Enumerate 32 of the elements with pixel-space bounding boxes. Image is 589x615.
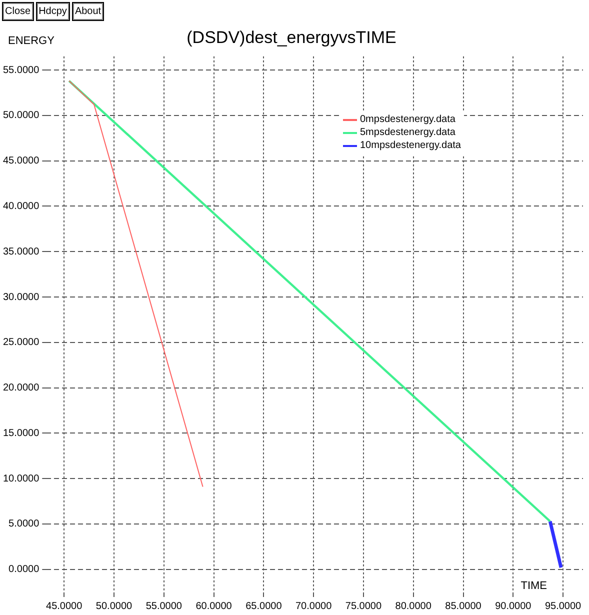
x-tick-label: 65.0000	[246, 600, 282, 612]
toolbar-button: Hdcpy	[36, 2, 70, 21]
x-tick-label: 55.0000	[146, 600, 182, 612]
x-axis-title: TIME	[520, 580, 547, 592]
x-tick-label: 50.0000	[96, 600, 133, 612]
x-tick-label: 70.0000	[296, 600, 332, 612]
y-tick-label: 45.0000	[2, 156, 40, 167]
legend-label: 0mpsdestenergy.data	[360, 114, 456, 125]
x-tick-label: 90.0000	[495, 600, 532, 612]
y-tick-label: 50.0000	[2, 110, 40, 122]
y-axis-title: ENERGY	[8, 35, 56, 47]
x-tick-label: 45.0000	[46, 600, 83, 612]
y-tick-label: 55.0000	[2, 64, 40, 76]
x-tick-label: 80.0000	[395, 600, 432, 612]
chart-title: (DSDV)dest_energyvsTIME	[186, 28, 396, 47]
y-tick-label: 15.0000	[2, 428, 40, 439]
y-tick-label: 5.0000	[8, 518, 40, 530]
toolbar-button: About	[72, 2, 104, 21]
x-tick-label: 75.0000	[345, 600, 382, 612]
legend-label: 10mpsdestenergy.data	[360, 140, 461, 151]
toolbar-button: Close	[2, 2, 34, 21]
y-tick-label: 10.0000	[2, 473, 40, 484]
y-tick-label: 30.0000	[2, 292, 40, 303]
y-tick-label: 0.0000	[8, 564, 40, 576]
x-tick-label: 60.0000	[196, 600, 232, 612]
y-tick-label: 25.0000	[2, 337, 40, 348]
y-tick-label: 40.0000	[2, 200, 40, 212]
legend-label: 5mpsdestenergy.data	[360, 127, 456, 138]
x-tick-label: 85.0000	[445, 600, 482, 612]
y-tick-label: 35.0000	[2, 246, 40, 258]
x-tick-label: 95.0000	[544, 600, 582, 612]
y-tick-label: 20.0000	[2, 382, 40, 394]
